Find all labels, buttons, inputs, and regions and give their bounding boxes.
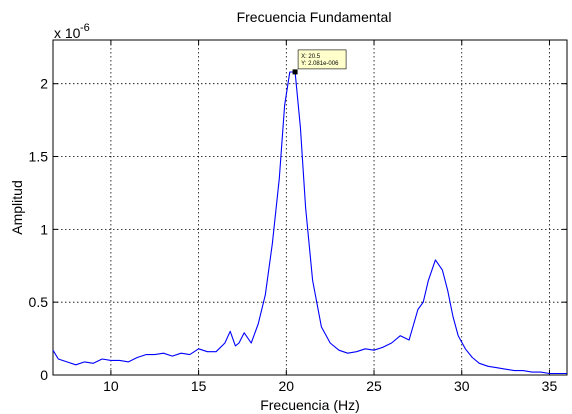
x-tick-label: 20 xyxy=(279,378,295,394)
exponent-base: x 10 xyxy=(54,25,81,41)
x-tick-label: 10 xyxy=(103,378,119,394)
datatip-box xyxy=(297,49,347,70)
x-tick-label: 30 xyxy=(454,378,470,394)
y-tick-label: 0.5 xyxy=(29,294,49,310)
datatip-y-text: Y: 2.081e-006 xyxy=(301,61,339,67)
axes-box xyxy=(52,39,568,376)
x-tick-label: 25 xyxy=(366,378,382,394)
y-tick-label: 2 xyxy=(40,76,48,92)
datatip-marker xyxy=(292,69,298,75)
y-axis-exponent-label: x 10 -6 xyxy=(54,22,90,41)
y-axis-title: Amplitud xyxy=(9,180,25,234)
chart-title: Frecuencia Fundamental xyxy=(237,9,392,25)
plot-area: 10 15 20 25 30 35 0 0.5 1 1.5 2 X: 20.5Y: 2.081e-00… xyxy=(29,39,568,394)
exponent-power: -6 xyxy=(80,22,90,34)
datatip-x-text: X: 20.5 xyxy=(301,54,321,60)
x-tick-label: 35 xyxy=(542,378,558,394)
y-tick-label: 0 xyxy=(40,367,48,383)
y-tick-label: 1.5 xyxy=(29,149,49,165)
y-tick-label: 1 xyxy=(40,221,48,237)
x-axis-title: Frecuencia (Hz) xyxy=(260,397,360,413)
frequency-response-line xyxy=(52,71,567,375)
x-tick-label: 15 xyxy=(191,378,207,394)
